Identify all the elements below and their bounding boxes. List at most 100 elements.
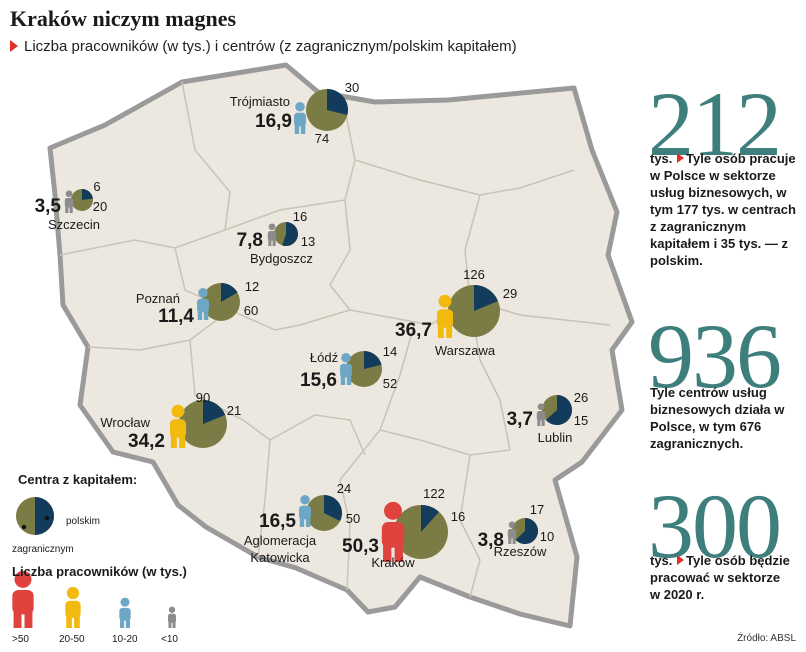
legend-polish-label: polskim: [66, 516, 100, 527]
city-workers-value: 16,5: [259, 511, 296, 532]
center-pie: [202, 283, 240, 321]
pie-polish-slice: [421, 505, 439, 532]
city-name: Katowicka: [250, 550, 310, 565]
city-polish-count: 16: [451, 509, 465, 524]
city-foreign-count: 90: [196, 390, 210, 405]
city-foreign-count: 13: [301, 234, 315, 249]
city-workers-value: 3,5: [35, 196, 62, 217]
stat-number-centers: 936: [648, 305, 782, 407]
city-polish-count: 30: [345, 80, 359, 95]
arrow-right-icon: [677, 153, 685, 163]
city-polish-count: 17: [530, 502, 544, 517]
city-trojmiasto: 16,9 Trójmiasto 74 30: [230, 80, 359, 146]
person-icon: [168, 606, 176, 628]
legend-polish-swatch: [35, 497, 54, 535]
city-name: Łódź: [310, 350, 338, 365]
city-polish-count: 12: [245, 279, 259, 294]
region-border: [269, 414, 366, 456]
source-note: Źródło: ABSL: [737, 633, 796, 644]
legend-tier-label: >50: [12, 634, 29, 645]
city-name: Lublin: [538, 430, 573, 445]
person-icon: [64, 190, 74, 213]
pie-polish-slice: [474, 285, 498, 311]
legend-tier-label: <10: [161, 634, 178, 645]
stat-lead-forecast: tys.: [650, 553, 673, 568]
person-icon: [267, 223, 277, 246]
legend-dot: [44, 515, 50, 521]
person-icon: [299, 495, 311, 527]
map-base: [47, 62, 635, 629]
region-border: [257, 439, 271, 558]
city-workers-value: 34,2: [128, 431, 165, 452]
person-icon: [119, 597, 131, 628]
city-name: Trójmiasto: [230, 94, 290, 109]
city-foreign-count: 52: [383, 376, 397, 391]
region-border: [274, 309, 416, 331]
person-icon: [197, 288, 209, 320]
page-subtitle: Liczba pracowników (w tys.) i centrów (z…: [10, 38, 517, 55]
arrow-right-icon: [677, 555, 685, 565]
person-icon: [12, 570, 34, 628]
page-title: Kraków niczym magnes: [10, 6, 237, 31]
person-icon: [536, 403, 546, 426]
city-name: Poznań: [136, 291, 180, 306]
city-foreign-count: 126: [463, 267, 485, 282]
person-icon: [65, 586, 81, 628]
center-pie: [346, 351, 382, 387]
center-pie: [306, 495, 342, 531]
center-pie: [306, 89, 348, 131]
stat-lead-workers: tys.: [650, 151, 673, 166]
person-icon: [340, 353, 352, 385]
city-name: Bydgoszcz: [250, 251, 313, 266]
city-polish-count: 6: [93, 179, 100, 194]
city-foreign-count: 10: [540, 529, 554, 544]
city-foreign-count: 20: [93, 199, 107, 214]
city-polish-count: 24: [337, 481, 351, 496]
stat-body-centers: Tyle centrów usług biznesowych działa w …: [650, 385, 785, 451]
city-foreign-count: 50: [346, 511, 360, 526]
city-workers-value: 3,7: [507, 409, 533, 430]
city-foreign-count: 74: [315, 131, 329, 146]
city-polish-count: 29: [503, 286, 517, 301]
arrow-right-icon: [10, 40, 18, 52]
center-pie: [71, 189, 93, 211]
person-icon: [381, 501, 405, 562]
stat-text-centers: Tyle centrów usług biznesowych działa w …: [650, 384, 790, 452]
center-pie: [448, 285, 500, 337]
legend-dot: [21, 524, 27, 530]
pie-polish-slice: [324, 495, 342, 522]
stat-number-forecast: 300: [648, 475, 782, 577]
legend-centers-title: Centra z kapitałem:: [18, 472, 138, 487]
region-border: [181, 81, 231, 231]
center-pie: [394, 505, 448, 559]
stat-number-workers: 212: [648, 73, 782, 175]
city-polish-count: 16: [293, 209, 307, 224]
region-border: [329, 199, 351, 311]
legend-workers-title: Liczba pracowników (w tys.): [12, 564, 187, 579]
region-border: [87, 309, 231, 351]
stat-body-workers: Tyle osób pracuje w Polsce w sektorze us…: [650, 151, 796, 268]
legend-tier-label: 20-50: [59, 634, 85, 645]
city-workers-value: 3,8: [478, 530, 504, 551]
pie-polish-slice: [327, 89, 348, 116]
region-border: [459, 454, 481, 598]
city-polish-count: 26: [574, 390, 588, 405]
pie-polish-slice: [282, 222, 298, 246]
city-name: Rzeszów: [494, 544, 547, 559]
city-name: Wrocław: [100, 415, 150, 430]
city-workers-value: 15,6: [300, 370, 337, 391]
city-polish-count: 14: [383, 344, 397, 359]
center-pie: [542, 395, 572, 425]
person-icon: [436, 294, 454, 338]
center-pie: [179, 400, 227, 448]
center-pie: [512, 518, 538, 544]
region-border: [339, 454, 361, 591]
city-workers-value: 36,7: [395, 320, 432, 341]
center-pie: [274, 222, 298, 246]
region-border: [359, 321, 416, 456]
